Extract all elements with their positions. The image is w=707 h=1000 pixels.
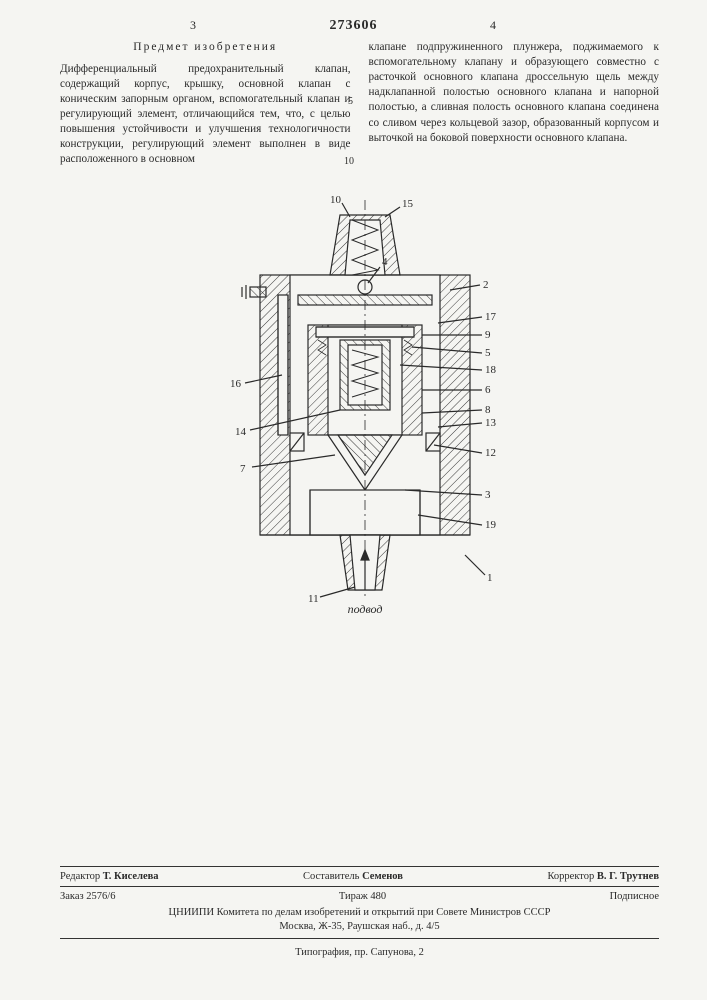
subject-heading: Предмет изобретения [60,40,351,56]
figure-wrap: 2 17 9 5 18 6 8 13 12 [60,195,659,635]
editor: Редактор Т. Киселева [60,871,159,882]
right-column: клапане подпружиненного плунжера, поджим… [369,40,660,167]
label-13: 13 [485,417,497,429]
corrector: Корректор В. Г. Трутнев [547,871,659,882]
label-8: 8 [485,404,491,416]
label-17: 17 [485,311,497,323]
label-14: 14 [235,426,247,438]
label-2: 2 [483,279,489,291]
patent-number: 273606 [330,18,378,34]
order-num: Заказ 2576/6 [60,891,115,902]
figure-caption: подвод [347,602,382,616]
footer-print-row: Заказ 2576/6 Тираж 480 Подписное [60,891,659,902]
col-num-right: 4 [490,18,496,33]
label-19: 19 [485,519,497,531]
label-12: 12 [485,447,496,459]
footer-typo: Типография, пр. Сапунова, 2 [60,947,659,958]
label-1: 1 [487,572,493,584]
valve-diagram: 2 17 9 5 18 6 8 13 12 [190,195,530,635]
label-9: 9 [485,329,491,341]
compiler: Составитель Семенов [303,871,403,882]
tirazh: Тираж 480 [339,891,386,902]
label-5: 5 [485,347,491,359]
label-3: 3 [485,489,491,501]
right-paragraph: клапане подпружиненного плунжера, поджим… [369,40,660,146]
footer-credits: Редактор Т. Киселева Составитель Семенов… [60,871,659,882]
patent-page: 3 4 273606 Предмет изобретения Дифференц… [0,0,707,1000]
left-column: Предмет изобретения Дифференциальный пре… [60,40,351,167]
podpisnoe: Подписное [610,891,659,902]
line-marker-10: 10 [344,156,354,167]
text-columns: Предмет изобретения Дифференциальный пре… [60,40,659,167]
label-10: 10 [330,195,342,206]
label-18: 18 [485,364,497,376]
label-4: 4 [382,256,388,268]
line-marker-5: 5 [348,96,353,107]
footer-org: ЦНИИПИ Комитета по делам изобретений и о… [60,906,659,934]
label-16: 16 [230,378,242,390]
col-num-left: 3 [190,18,196,33]
label-11: 11 [308,593,319,605]
footer: Редактор Т. Киселева Составитель Семенов… [60,862,659,958]
label-7: 7 [240,463,246,475]
label-15: 15 [402,198,414,210]
label-6: 6 [485,384,491,396]
left-paragraph: Дифференциальный предохранительный клапа… [60,62,351,168]
